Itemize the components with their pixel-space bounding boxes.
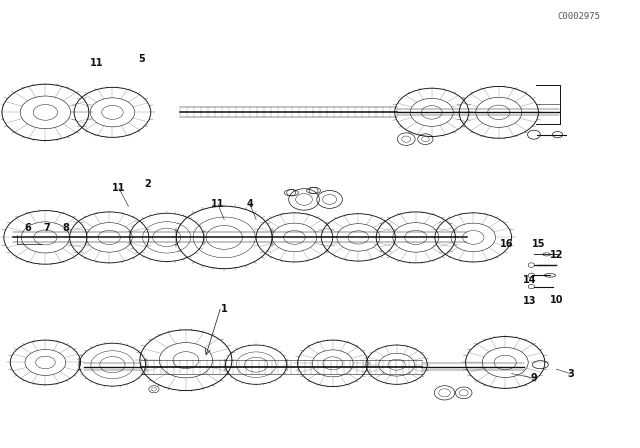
Text: 12: 12: [550, 250, 563, 260]
Text: 2: 2: [144, 179, 151, 189]
Text: 16: 16: [500, 239, 514, 249]
Text: 11: 11: [211, 199, 225, 209]
Text: 4: 4: [246, 199, 253, 209]
Text: 11: 11: [90, 58, 103, 68]
Text: 9: 9: [531, 373, 538, 383]
Text: 14: 14: [523, 275, 536, 285]
Text: 8: 8: [62, 224, 69, 233]
Text: C0002975: C0002975: [557, 12, 600, 21]
Text: 5: 5: [138, 54, 145, 64]
Text: 13: 13: [523, 296, 536, 306]
Text: 3: 3: [567, 369, 573, 379]
Text: 10: 10: [550, 295, 563, 305]
Text: 1: 1: [221, 304, 228, 314]
Text: 7: 7: [44, 224, 50, 233]
Text: 11: 11: [112, 183, 125, 193]
Text: 15: 15: [532, 239, 546, 249]
Text: 6: 6: [24, 224, 31, 233]
